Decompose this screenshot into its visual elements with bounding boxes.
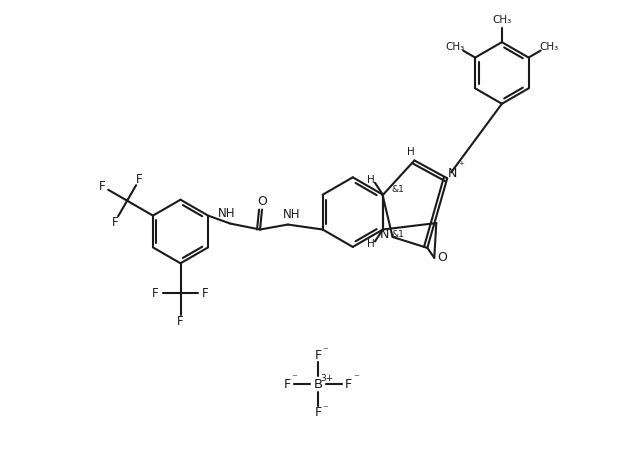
Text: N: N xyxy=(380,228,389,242)
Text: F: F xyxy=(136,173,143,186)
Text: ⁻: ⁻ xyxy=(291,373,297,383)
Text: F: F xyxy=(177,315,184,328)
Text: CH₃: CH₃ xyxy=(492,15,512,25)
Text: ⁺: ⁺ xyxy=(458,162,464,171)
Text: O: O xyxy=(257,195,267,208)
Text: B: B xyxy=(313,378,323,391)
Text: H: H xyxy=(367,239,375,250)
Text: F: F xyxy=(112,216,118,229)
Text: N: N xyxy=(448,167,457,180)
Text: F: F xyxy=(99,180,105,193)
Text: CH₃: CH₃ xyxy=(445,42,464,51)
Text: NH: NH xyxy=(283,208,301,221)
Text: &1: &1 xyxy=(391,185,404,194)
Text: F: F xyxy=(202,287,209,300)
Text: NH: NH xyxy=(217,207,235,220)
Text: F: F xyxy=(314,349,321,362)
Text: F: F xyxy=(283,378,291,391)
Text: ⁻: ⁻ xyxy=(322,404,328,414)
Text: O: O xyxy=(437,251,447,264)
Text: F: F xyxy=(152,287,159,300)
Text: ⁻: ⁻ xyxy=(322,346,328,356)
Text: &1: &1 xyxy=(391,230,404,239)
Text: 3+: 3+ xyxy=(320,374,333,382)
Text: F: F xyxy=(346,378,353,391)
Text: CH₃: CH₃ xyxy=(540,42,559,51)
Text: ⁻: ⁻ xyxy=(353,373,359,383)
Text: F: F xyxy=(314,407,321,419)
Text: H: H xyxy=(367,175,375,185)
Text: H: H xyxy=(406,148,414,157)
